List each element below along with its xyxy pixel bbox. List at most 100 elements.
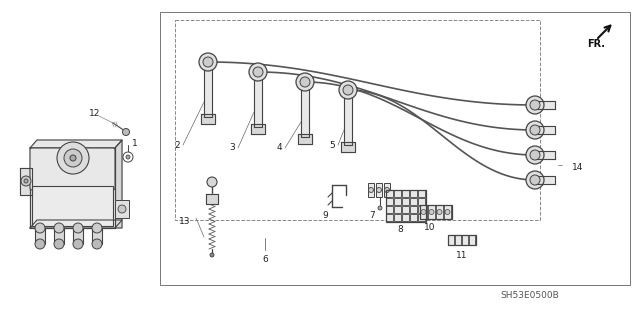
Bar <box>402 206 409 213</box>
Bar <box>418 198 425 205</box>
Bar <box>428 205 435 219</box>
Ellipse shape <box>249 63 267 81</box>
Polygon shape <box>30 220 122 228</box>
Ellipse shape <box>369 188 374 192</box>
Polygon shape <box>30 140 122 148</box>
Text: FR.: FR. <box>587 39 605 49</box>
Bar <box>402 198 409 205</box>
Bar <box>448 235 476 245</box>
Bar <box>420 205 427 219</box>
Bar <box>386 190 426 222</box>
Ellipse shape <box>203 57 213 67</box>
Ellipse shape <box>339 81 357 99</box>
Ellipse shape <box>199 53 217 71</box>
Ellipse shape <box>54 239 64 249</box>
Ellipse shape <box>210 253 214 257</box>
Ellipse shape <box>253 67 263 77</box>
Bar <box>462 235 468 245</box>
Ellipse shape <box>73 223 83 233</box>
Ellipse shape <box>64 149 82 167</box>
Text: 11: 11 <box>456 250 468 259</box>
Bar <box>368 183 374 197</box>
Bar <box>444 205 451 219</box>
Text: 1: 1 <box>132 138 138 147</box>
Polygon shape <box>535 126 555 134</box>
Polygon shape <box>201 114 215 124</box>
Ellipse shape <box>300 77 310 87</box>
Bar <box>418 190 425 197</box>
Bar <box>30 148 115 228</box>
Bar <box>35 228 45 244</box>
Ellipse shape <box>530 100 540 110</box>
Ellipse shape <box>530 125 540 135</box>
Polygon shape <box>341 142 355 152</box>
Text: 10: 10 <box>424 224 436 233</box>
Text: 5: 5 <box>329 140 335 150</box>
Polygon shape <box>301 90 309 137</box>
Bar <box>420 205 452 219</box>
Ellipse shape <box>526 96 544 114</box>
Text: 13: 13 <box>179 217 190 226</box>
Ellipse shape <box>421 210 426 214</box>
Bar <box>386 190 393 197</box>
Bar <box>436 205 443 219</box>
Ellipse shape <box>122 129 129 136</box>
Ellipse shape <box>126 155 130 159</box>
Ellipse shape <box>378 206 382 210</box>
Polygon shape <box>298 134 312 144</box>
Bar <box>469 235 475 245</box>
Polygon shape <box>535 151 555 159</box>
Text: 3: 3 <box>229 144 235 152</box>
Bar <box>115 200 129 218</box>
Bar <box>410 198 417 205</box>
Ellipse shape <box>92 239 102 249</box>
Bar <box>418 206 425 213</box>
Polygon shape <box>204 70 212 117</box>
Polygon shape <box>535 176 555 184</box>
Ellipse shape <box>296 73 314 91</box>
Bar <box>455 235 461 245</box>
FancyBboxPatch shape <box>30 148 115 190</box>
Bar <box>402 214 409 221</box>
Ellipse shape <box>526 171 544 189</box>
Ellipse shape <box>118 205 126 213</box>
Ellipse shape <box>437 210 442 214</box>
Polygon shape <box>535 101 555 109</box>
Bar <box>448 235 454 245</box>
Ellipse shape <box>385 188 390 192</box>
Ellipse shape <box>35 239 45 249</box>
Ellipse shape <box>445 210 450 214</box>
Ellipse shape <box>123 152 133 162</box>
Polygon shape <box>20 168 32 195</box>
Polygon shape <box>254 80 262 127</box>
Ellipse shape <box>54 223 64 233</box>
Ellipse shape <box>92 223 102 233</box>
Text: 6: 6 <box>262 256 268 264</box>
Polygon shape <box>206 194 218 204</box>
Ellipse shape <box>35 223 45 233</box>
Bar <box>160 12 630 285</box>
Ellipse shape <box>376 188 381 192</box>
Polygon shape <box>115 140 122 228</box>
Text: 8: 8 <box>397 226 403 234</box>
Ellipse shape <box>429 210 434 214</box>
Bar <box>384 183 390 197</box>
Bar <box>418 214 425 221</box>
Ellipse shape <box>530 175 540 185</box>
Ellipse shape <box>73 239 83 249</box>
Ellipse shape <box>526 146 544 164</box>
Bar <box>386 198 393 205</box>
Bar <box>394 190 401 197</box>
Ellipse shape <box>57 142 89 174</box>
Ellipse shape <box>530 150 540 160</box>
Bar <box>394 214 401 221</box>
Text: 9: 9 <box>322 211 328 219</box>
Ellipse shape <box>24 179 28 183</box>
Bar <box>32 186 113 226</box>
Text: 2: 2 <box>174 140 180 150</box>
Bar <box>410 214 417 221</box>
Text: 14: 14 <box>572 162 584 172</box>
Text: 12: 12 <box>90 108 100 117</box>
Ellipse shape <box>526 121 544 139</box>
Ellipse shape <box>343 85 353 95</box>
